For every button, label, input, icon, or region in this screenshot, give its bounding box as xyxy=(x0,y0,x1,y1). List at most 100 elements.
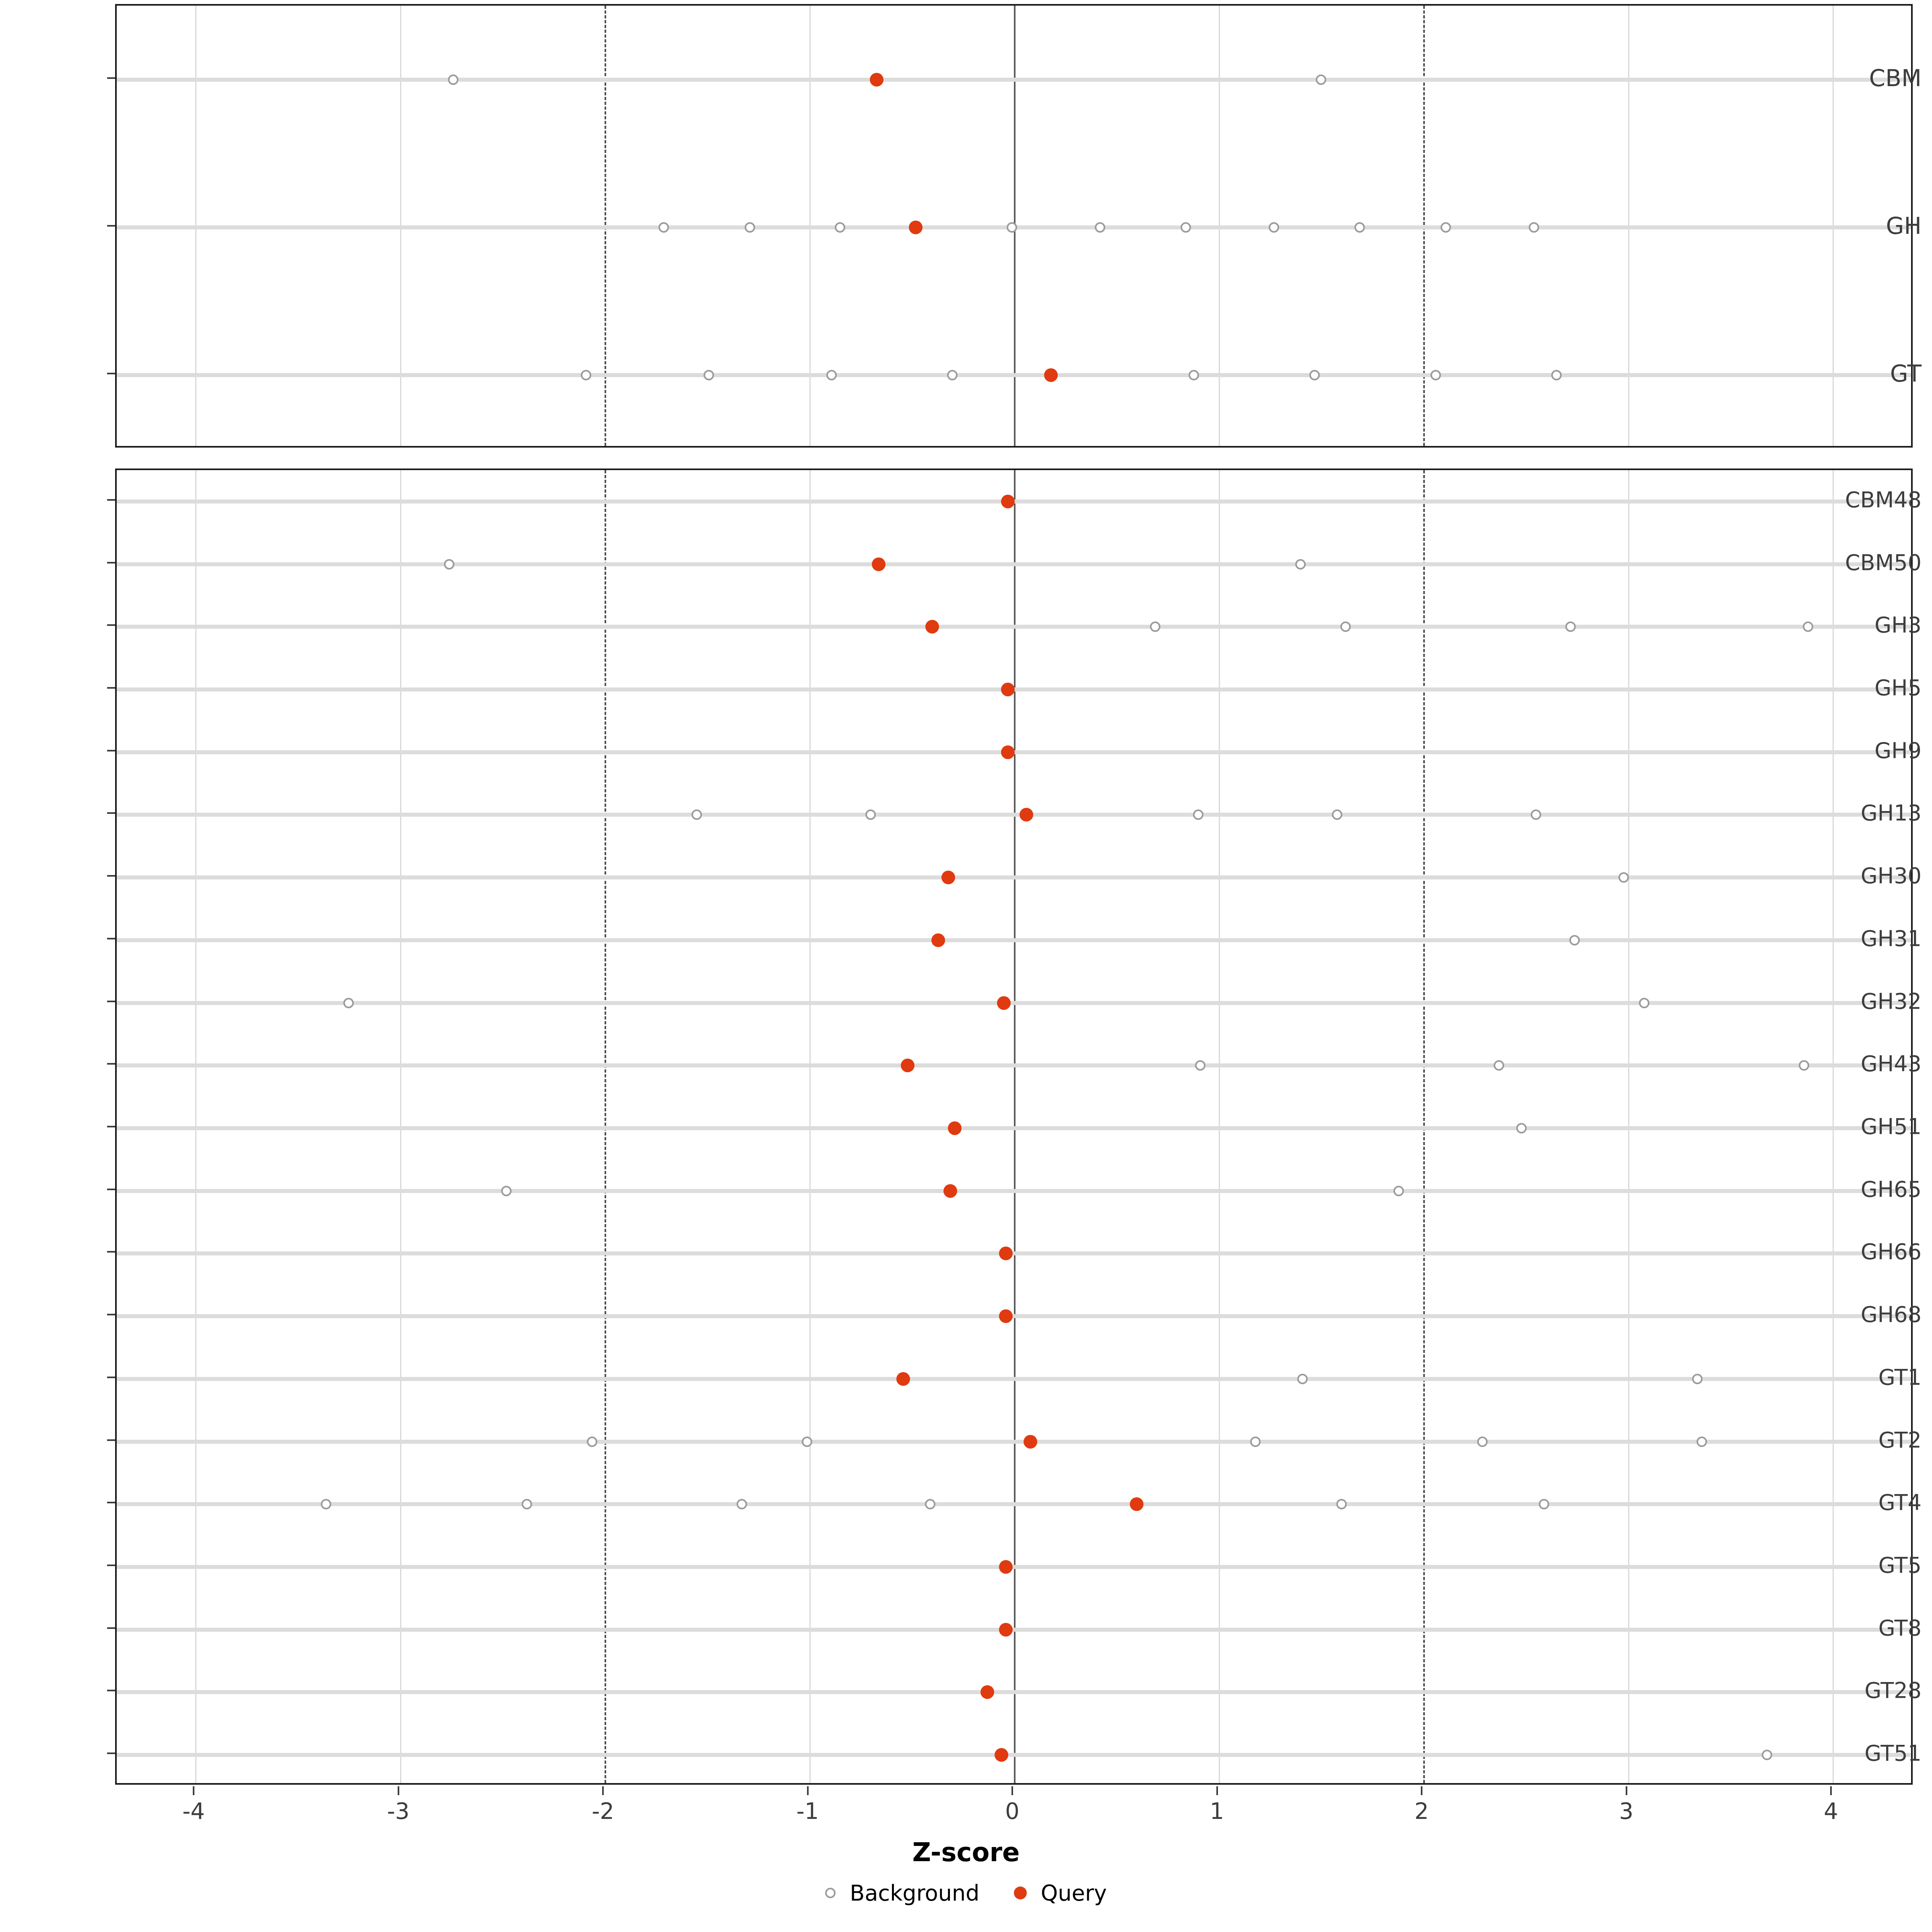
y-axis-tick xyxy=(107,937,115,939)
background-point xyxy=(1295,559,1306,570)
background-point xyxy=(1440,222,1451,233)
background-point xyxy=(521,1499,532,1510)
query-point xyxy=(925,620,939,634)
query-point xyxy=(943,1184,958,1198)
legend-entry-query: Query xyxy=(1013,1879,1107,1906)
background-point xyxy=(1195,1060,1205,1071)
row-gridline xyxy=(117,1753,1911,1757)
y-axis-label-GT1: GT1 xyxy=(1878,1364,1922,1390)
row-gridline xyxy=(117,77,1911,82)
row-gridline xyxy=(117,1063,1911,1068)
row-gridline xyxy=(117,938,1911,942)
background-point xyxy=(587,1436,598,1447)
background-point xyxy=(1430,370,1441,381)
query-point xyxy=(1130,1497,1144,1511)
plot-area-family-level xyxy=(117,470,1911,1783)
background-point xyxy=(865,809,876,820)
x-axis-tick-label-2: 2 xyxy=(1414,1798,1429,1825)
y-axis-tick xyxy=(107,77,115,79)
background-point xyxy=(1477,1436,1488,1447)
x-axis-tick-label-1: 1 xyxy=(1210,1798,1224,1825)
y-axis-tick xyxy=(107,749,115,751)
y-axis-tick xyxy=(107,1126,115,1127)
y-axis-label-CBM50: CBM50 xyxy=(1845,550,1922,576)
x-axis-tick-label-4: 4 xyxy=(1824,1798,1838,1825)
x-axis-tick-label-0: 0 xyxy=(1005,1798,1020,1825)
row-gridline xyxy=(117,1565,1911,1569)
x-axis-tick-4 xyxy=(1830,1786,1832,1795)
background-point xyxy=(745,222,755,233)
x-axis-tick-2 xyxy=(1421,1786,1422,1795)
background-point xyxy=(1802,621,1813,632)
y-axis-tick xyxy=(107,1000,115,1002)
row-gridline xyxy=(117,1627,1911,1632)
x-axis-tick-label--1: -1 xyxy=(796,1798,819,1825)
query-point xyxy=(999,1309,1013,1323)
y-axis-label-GH9: GH9 xyxy=(1874,738,1922,764)
background-point xyxy=(1189,370,1199,381)
background-point xyxy=(444,559,454,570)
row-gridline xyxy=(117,875,1911,880)
row-gridline xyxy=(117,813,1911,817)
background-point xyxy=(802,1436,813,1447)
background-point xyxy=(947,370,958,381)
background-point xyxy=(1150,621,1160,632)
background-point xyxy=(1762,1750,1773,1761)
x-axis-tick-label--3: -3 xyxy=(387,1798,410,1825)
y-axis-label-GH68: GH68 xyxy=(1860,1302,1922,1327)
background-point xyxy=(1094,222,1105,233)
y-axis-label-GT51: GT51 xyxy=(1864,1740,1922,1766)
y-axis-label-GT4: GT4 xyxy=(1878,1490,1922,1515)
y-axis-tick xyxy=(107,1251,115,1253)
y-axis-tick xyxy=(107,1690,115,1692)
background-point xyxy=(1332,809,1343,820)
panel-family-level xyxy=(115,469,1913,1785)
background-point xyxy=(1696,1436,1707,1447)
background-point xyxy=(834,222,845,233)
y-axis-label-GT2: GT2 xyxy=(1878,1427,1922,1453)
query-point xyxy=(997,996,1011,1010)
panel-class-level xyxy=(115,4,1913,448)
y-axis-tick xyxy=(107,499,115,501)
y-axis-tick xyxy=(107,225,115,227)
y-axis-tick xyxy=(107,1502,115,1504)
background-point xyxy=(1181,222,1191,233)
query-point xyxy=(941,871,956,885)
background-point xyxy=(1393,1185,1404,1196)
x-axis-tick-3 xyxy=(1625,1786,1627,1795)
query-point xyxy=(1001,683,1015,696)
query-point xyxy=(1001,745,1015,759)
y-axis-label-GH31: GH31 xyxy=(1860,926,1922,952)
query-marker-icon xyxy=(1013,1887,1027,1900)
row-gridline xyxy=(117,1189,1911,1193)
y-axis-label-GH66: GH66 xyxy=(1860,1239,1922,1265)
background-point xyxy=(1569,935,1580,945)
query-point xyxy=(931,933,945,947)
y-axis-tick xyxy=(107,1063,115,1065)
chart-legend: Background Query xyxy=(0,1878,1932,1906)
y-axis-label-GH32: GH32 xyxy=(1860,989,1922,1014)
x-axis-tick--2 xyxy=(602,1786,604,1795)
x-axis-tick-label--4: -4 xyxy=(182,1798,205,1825)
background-point xyxy=(1309,370,1320,381)
background-point xyxy=(1539,1499,1549,1510)
y-axis-label-GH: GH xyxy=(1886,212,1922,239)
background-marker-icon xyxy=(825,1888,836,1899)
row-gridline xyxy=(117,1001,1911,1005)
background-point xyxy=(658,222,669,233)
query-point xyxy=(1044,368,1058,382)
query-point xyxy=(872,557,886,571)
y-axis-label-CBM: CBM xyxy=(1869,64,1922,92)
y-axis-tick xyxy=(107,812,115,814)
query-point xyxy=(995,1748,1009,1762)
x-axis-tick-label--2: -2 xyxy=(592,1798,614,1825)
background-point xyxy=(501,1185,512,1196)
y-axis-tick xyxy=(107,687,115,689)
background-point xyxy=(1565,621,1576,632)
background-point xyxy=(1528,222,1539,233)
y-axis-label-GT5: GT5 xyxy=(1878,1552,1922,1578)
y-axis-label-GH51: GH51 xyxy=(1860,1114,1922,1139)
x-axis-tick-0 xyxy=(1011,1786,1013,1795)
query-point xyxy=(999,1247,1013,1261)
